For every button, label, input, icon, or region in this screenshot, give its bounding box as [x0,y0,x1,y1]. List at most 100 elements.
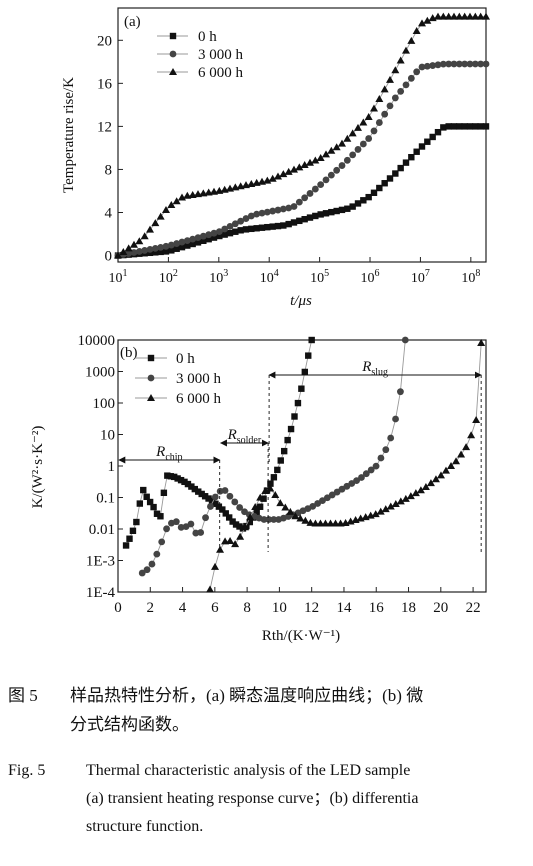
panel-a-series [114,12,490,259]
b-series-point [381,505,390,513]
b-series-point [301,516,310,524]
a-series-point [269,207,277,215]
a-series-point [333,207,340,215]
a-series-point [237,227,244,234]
b-series-point [153,550,161,558]
a-series-point [189,235,197,243]
a-xtick-label: 104 [260,268,279,286]
a-series-point [370,127,378,135]
a-series-point [349,151,357,159]
caption-cn-label: 图 5 [8,686,38,705]
a-series-point [200,237,207,244]
a-series-point [263,176,272,184]
b-xtick-label: 22 [466,600,481,616]
b-legend-label: 0 h [176,351,195,367]
a-series-point [376,184,383,192]
a-legend-label: 3 000 h [198,47,244,63]
a-legend-marker [169,50,177,58]
b-series-point [401,494,410,502]
a-series-point [450,12,458,20]
a-series-point [279,205,287,213]
a-series-point [290,165,298,173]
a-series-point [135,248,143,255]
b-series-point [267,480,274,487]
a-series-point [269,223,276,230]
a-series-point [189,240,196,248]
b-series-point [270,474,278,481]
a-series-point [295,163,304,171]
a-series-point [482,123,490,130]
a-series-point [184,242,191,249]
a-series-point [445,123,452,130]
a-series-point [125,250,133,257]
b-series-point [276,499,285,507]
a-series-point [258,209,266,217]
b-series-point [421,483,430,491]
a-series-point [482,60,490,68]
a-series-point [162,206,170,214]
a-series-point [290,219,298,226]
b-series-point [271,491,280,499]
a-series-point [232,228,239,235]
a-series-point [391,66,400,74]
a-series-point [311,156,320,164]
a-series-point [413,68,421,76]
b-series-point [452,457,461,465]
a-series-point [365,135,373,142]
panel-b-xlabel: Rth/(K·W⁻¹) [262,628,340,644]
a-series-point [370,189,378,196]
a-series-point [146,225,154,233]
b-legend-marker [147,354,155,362]
b-series-point [392,415,399,423]
b-ytick-label: 0.01 [89,522,115,538]
b-series-point [211,493,219,501]
b-series-point [211,562,220,570]
a-series-point [429,133,436,141]
a-series-point [221,225,229,233]
b-series-point [232,521,240,528]
b-series-point [201,493,209,500]
a-xtick-label: 105 [310,268,329,286]
a-series-point [157,243,165,251]
a-series-point [135,237,144,245]
b-series-point [195,488,202,495]
a-series-point [162,242,170,250]
b-series-point [261,486,270,494]
a-series-point [354,146,362,153]
a-series-point [429,62,437,69]
a-series-point [392,170,399,177]
b-series-point [372,462,380,470]
a-series-point [247,212,255,220]
b-series-point [229,518,236,525]
a-series-point [354,123,362,131]
b-series-point [138,569,146,577]
b-series-point [226,537,235,545]
panel-a-ylabel: Temperature rise/K [61,77,77,193]
a-series-point [237,217,245,225]
b-series-point [274,466,281,474]
b-xtick-label: 18 [401,600,416,616]
b-series-point [462,443,471,451]
b-series-point [377,454,385,462]
a-series-point [311,185,319,193]
caption-en-line1: Fig. 5 Thermal characteristic analysis of… [8,758,533,784]
b-series-point [442,466,451,474]
a-series-point [178,238,186,246]
a-series-point [343,134,352,142]
b-series-point [371,510,380,518]
b-xtick-label: 2 [147,600,155,616]
a-series-point [455,60,463,68]
b-series-point [253,508,260,516]
a-series-point [274,172,282,180]
a-ytick-label: 4 [105,205,113,221]
b-series-point [197,529,205,536]
panel-b-x-axis: 0 2 4 6 8 10 12 14 16 18 20 22 [114,587,481,616]
b-series-point [164,472,171,479]
a-series-point [408,153,415,161]
a-series-point [327,146,336,154]
a-series-line [117,125,486,256]
caption-en-text2: (a) transient heating response curve；(b)… [86,790,419,807]
a-ytick-label: 12 [97,119,112,135]
b-ytick-label: 0.1 [96,491,115,507]
a-series-point [306,214,314,221]
